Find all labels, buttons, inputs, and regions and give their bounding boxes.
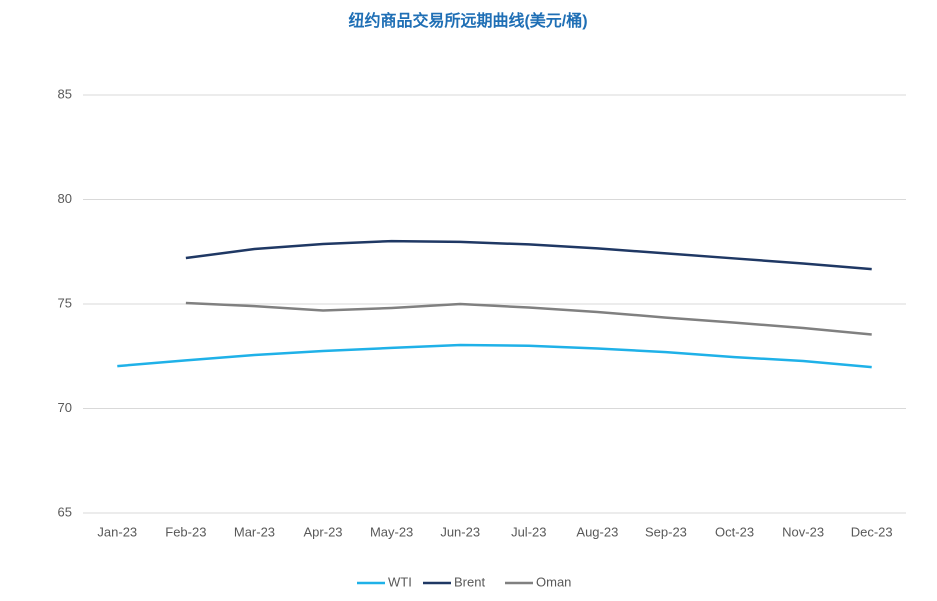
- y-tick-label: 80: [58, 191, 72, 206]
- y-tick-label: 70: [58, 400, 72, 415]
- x-tick-label: Jun-23: [440, 524, 480, 539]
- series-line: [117, 343, 872, 369]
- y-tick-label: 75: [58, 295, 72, 310]
- x-tick-label: Nov-23: [782, 524, 824, 539]
- x-tick-label: Apr-23: [304, 524, 343, 539]
- x-tick-label: Jan-23: [97, 524, 137, 539]
- x-tick-label: May-23: [370, 524, 413, 539]
- legend-label: Brent: [454, 574, 485, 589]
- x-tick-label: Mar-23: [234, 524, 275, 539]
- legend-label: WTI: [388, 574, 412, 589]
- x-tick-label: Feb-23: [165, 524, 206, 539]
- y-tick-label: 65: [58, 504, 72, 519]
- series-line: [185, 301, 872, 336]
- chart-title: 纽约商品交易所远期曲线(美元/桶): [348, 11, 587, 30]
- series-line: [185, 239, 872, 271]
- x-tick-label: Sep-23: [645, 524, 687, 539]
- x-tick-label: Dec-23: [851, 524, 893, 539]
- x-tick-label: Jul-23: [511, 524, 546, 539]
- x-tick-label: Oct-23: [715, 524, 754, 539]
- x-tick-label: Aug-23: [576, 524, 618, 539]
- legend-label: Oman: [536, 574, 571, 589]
- y-tick-label: 85: [58, 86, 72, 101]
